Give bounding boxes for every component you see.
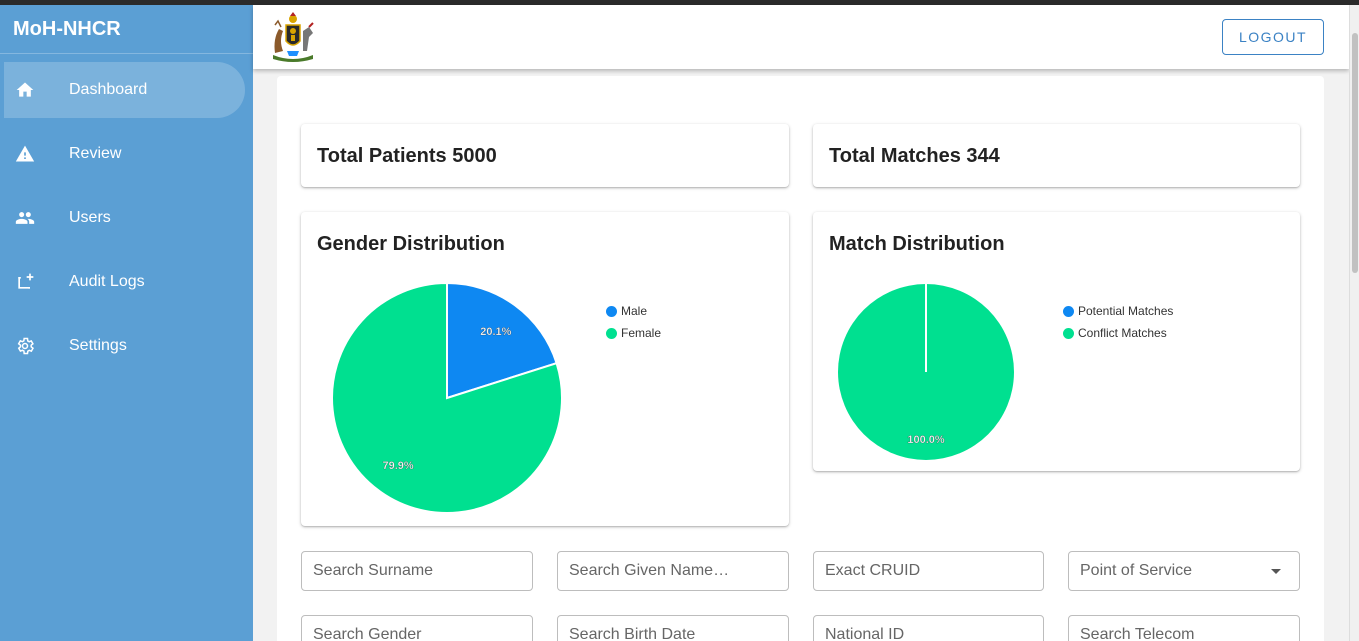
- dashboard-content: Total Patients 5000 Total Matches 344 Ge…: [277, 76, 1324, 641]
- gear-icon: [17, 337, 34, 355]
- match-distribution-card: Match Distribution 100.0% Potential Matc…: [813, 212, 1300, 471]
- sidebar: MoH-NHCR Dashboard Review Users Audit Lo…: [0, 5, 253, 641]
- legend-swatch-conflict: [1063, 327, 1074, 339]
- total-patients-card: Total Patients 5000: [301, 124, 789, 187]
- sidebar-item-label: Review: [69, 145, 122, 162]
- sidebar-item-users[interactable]: Users: [4, 190, 245, 246]
- match-chart-legend: Potential Matches Conflict Matches: [1063, 300, 1173, 344]
- sidebar-item-label: Settings: [69, 337, 127, 354]
- legend-swatch-potential: [1063, 305, 1074, 317]
- app-title: MoH-NHCR: [0, 5, 253, 54]
- window-top-bar: [0, 0, 1359, 5]
- sidebar-item-review[interactable]: Review: [4, 126, 245, 182]
- gender-distribution-card: Gender Distribution 20.1% 79.9% Male Fema…: [301, 212, 789, 526]
- warning-icon: [15, 145, 35, 162]
- top-app-bar: LOGOUT: [253, 5, 1349, 69]
- pie-slice-female: [331, 281, 563, 514]
- logout-button[interactable]: LOGOUT: [1222, 19, 1324, 55]
- sidebar-item-label: Audit Logs: [69, 273, 145, 290]
- page-scrollbar[interactable]: [1349, 5, 1359, 641]
- search-telecom-input[interactable]: Search Telecom: [1068, 615, 1300, 641]
- pie-data-label-conflict-matches: 100.0%: [907, 434, 945, 446]
- pie-data-label-male: 20.1%: [480, 326, 511, 338]
- legend-label: Conflict Matches: [1078, 326, 1167, 340]
- total-matches-card: Total Matches 344: [813, 124, 1300, 187]
- search-gender-input[interactable]: Search Gender: [301, 615, 533, 641]
- legend-item-male: Male: [606, 300, 661, 322]
- match-chart-title: Match Distribution: [829, 233, 1005, 255]
- match-pie-slices: 100.0%: [838, 284, 1014, 460]
- search-birth-date-input[interactable]: Search Birth Date: [557, 615, 789, 641]
- match-pie-chart: 100.0%: [838, 284, 1014, 460]
- pie-slice-male: [446, 281, 558, 400]
- search-surname-input[interactable]: Search Surname: [301, 551, 533, 591]
- legend-label: Male: [621, 304, 648, 318]
- scrollbar-thumb[interactable]: [1352, 33, 1358, 273]
- add-to-queue-icon: [18, 273, 34, 289]
- legend-item-female: Female: [606, 322, 661, 344]
- point-of-service-label: Point of Service: [1080, 562, 1193, 579]
- cruid-input[interactable]: Exact CRUID: [813, 551, 1044, 591]
- coat-of-arms-icon: [273, 12, 314, 62]
- gender-chart-title: Gender Distribution: [317, 233, 505, 255]
- pie-data-label-female: 79.9%: [383, 460, 414, 472]
- chevron-down-icon: [1271, 569, 1281, 574]
- total-matches-stat: Total Matches 344: [829, 145, 1000, 167]
- national-id-input[interactable]: National ID: [813, 615, 1044, 641]
- people-icon: [15, 212, 35, 224]
- legend-item-conflict-matches: Conflict Matches: [1063, 322, 1173, 344]
- total-patients-stat: Total Patients 5000: [317, 145, 497, 167]
- gender-chart-legend: Male Female: [606, 300, 661, 344]
- point-of-service-select[interactable]: Point of Service: [1068, 551, 1300, 591]
- home-icon: [16, 82, 34, 97]
- sidebar-item-audit-logs[interactable]: Audit Logs: [4, 254, 245, 310]
- legend-swatch-male: [606, 305, 617, 317]
- sidebar-item-settings[interactable]: Settings: [4, 318, 245, 374]
- legend-item-potential-matches: Potential Matches: [1063, 300, 1173, 322]
- gender-pie-chart: 20.1% 79.9%: [331, 281, 563, 514]
- legend-label: Potential Matches: [1078, 304, 1174, 318]
- search-given-name-input[interactable]: Search Given Name…: [557, 551, 789, 591]
- gender-pie-slices: 20.1% 79.9%: [331, 281, 563, 514]
- sidebar-item-label: Users: [69, 209, 111, 226]
- legend-swatch-female: [606, 327, 617, 339]
- legend-label: Female: [621, 326, 662, 340]
- sidebar-item-dashboard[interactable]: Dashboard: [4, 62, 245, 118]
- sidebar-item-label: Dashboard: [69, 81, 148, 98]
